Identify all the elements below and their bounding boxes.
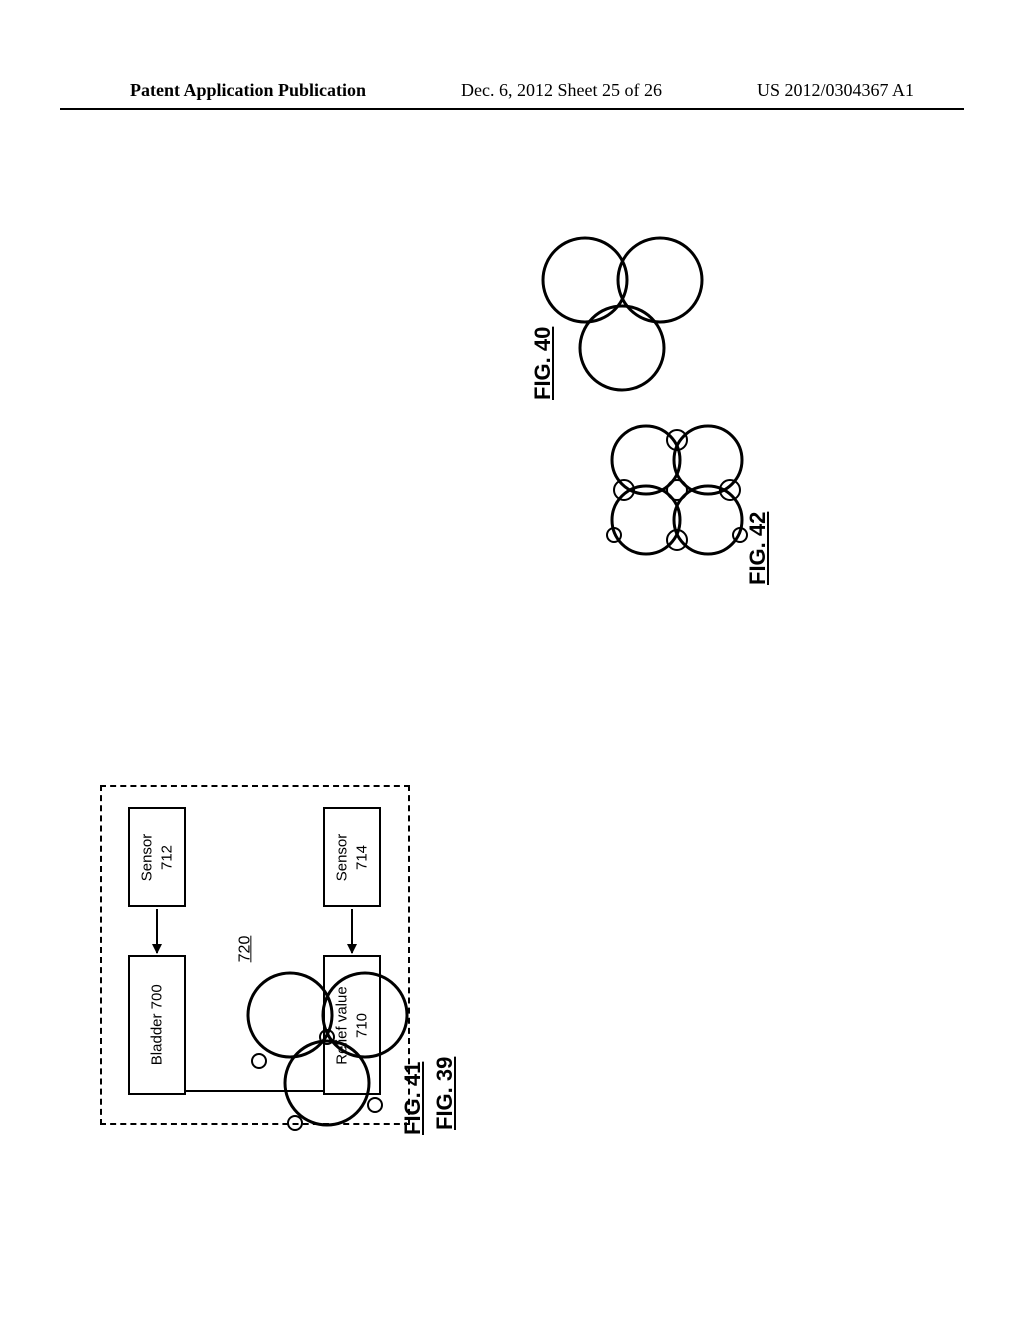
sensor712-l1: Sensor [139, 833, 156, 881]
fig42-label: FIG. 42 [745, 512, 771, 585]
header-rule [60, 108, 964, 110]
fig42-svg [598, 415, 763, 570]
bladder-700-box: Bladder 700 [128, 955, 186, 1095]
fig40-label: FIG. 40 [530, 327, 556, 400]
circle [667, 480, 687, 500]
sensor-714-box: Sensor 714 [323, 807, 381, 907]
circle [368, 1098, 382, 1112]
fig40-svg [530, 230, 720, 405]
sensor714-l2: 714 [353, 844, 370, 869]
sensor714-l1: Sensor [334, 833, 351, 881]
fig41-svg [235, 965, 425, 1145]
fig41-label: FIG. 41 [400, 1062, 426, 1135]
circle [285, 1041, 369, 1125]
ref-720: 720 [236, 936, 254, 963]
arrow-sensor712-to-bladder [156, 909, 158, 953]
header-mid: Dec. 6, 2012 Sheet 25 of 26 [461, 80, 662, 101]
arrow-sensor714-to-relief [351, 909, 353, 953]
sensor712-l2: 712 [158, 844, 175, 869]
header-right: US 2012/0304367 A1 [757, 80, 914, 101]
circle [543, 238, 627, 322]
circle [323, 973, 407, 1057]
circle [580, 306, 664, 390]
circle [252, 1054, 266, 1068]
circle [248, 973, 332, 1057]
fig39-label: FIG. 39 [432, 1057, 458, 1130]
sensor-712-box: Sensor 712 [128, 807, 186, 907]
circle [618, 238, 702, 322]
header-left: Patent Application Publication [130, 80, 366, 101]
fig42-diagram [598, 415, 763, 575]
bladder-l1: Bladder 700 [148, 985, 165, 1066]
circle [288, 1116, 302, 1130]
fig40-diagram [530, 230, 720, 410]
fig41-diagram [235, 965, 425, 1150]
page-header: Patent Application Publication Dec. 6, 2… [0, 80, 1024, 101]
